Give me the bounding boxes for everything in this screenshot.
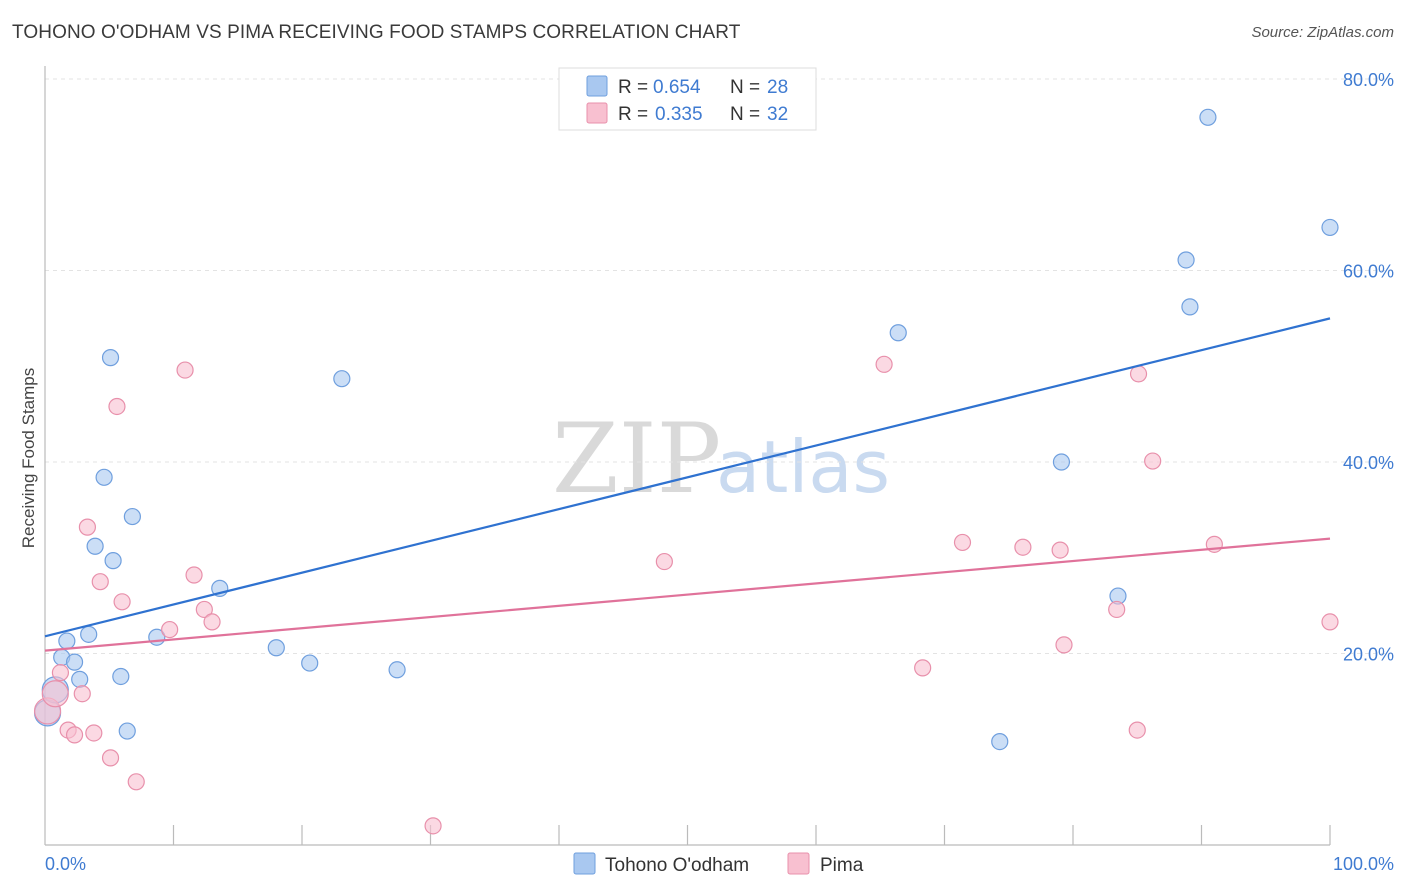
legend-label-pima: Pima <box>820 855 864 876</box>
legend-swatch-tohono <box>586 75 608 97</box>
point-tohono <box>1321 218 1339 237</box>
point-tohono <box>118 722 136 740</box>
watermark-atlas: atlas <box>716 425 890 509</box>
legend-n-label: N = <box>730 77 760 98</box>
legend-r-value: 0.654 <box>653 77 701 98</box>
point-pima <box>1128 721 1146 739</box>
legend-label-tohono: Tohono O'odham <box>605 855 749 876</box>
point-pima <box>41 680 69 708</box>
point-pima <box>875 355 893 373</box>
point-tohono <box>71 670 89 688</box>
y-tick-label: 40.0% <box>1343 453 1394 473</box>
point-pima <box>953 533 972 552</box>
point-pima <box>185 566 203 584</box>
point-pima <box>203 613 221 631</box>
point-pima <box>127 773 145 791</box>
point-tohono <box>123 507 141 526</box>
point-tohono <box>388 661 406 679</box>
source-credit: Source: ZipAtlas.com <box>1251 24 1394 41</box>
point-tohono <box>80 625 98 643</box>
point-tohono <box>301 654 319 672</box>
legend-swatch-pima <box>787 852 810 875</box>
legend-r-value: 0.335 <box>655 104 703 125</box>
point-tohono <box>65 653 84 671</box>
legend-swatch-pima <box>586 102 608 124</box>
point-tohono <box>267 639 285 657</box>
point-tohono <box>991 732 1009 751</box>
point-tohono <box>86 537 104 555</box>
point-pima <box>101 749 120 767</box>
point-tohono <box>104 552 122 570</box>
legend-r-label: R = <box>618 77 648 98</box>
y-axis-title: Receiving Food Stamps <box>19 368 38 548</box>
x-axis-ticks <box>172 825 1331 845</box>
point-tohono <box>889 324 907 342</box>
legend-swatch-tohono <box>573 852 596 875</box>
legend-n-value: 28 <box>767 77 788 98</box>
point-pima <box>51 664 70 682</box>
gridlines <box>45 78 1394 654</box>
point-tohono <box>58 632 76 650</box>
point-pima <box>161 620 179 639</box>
point-pima <box>424 817 442 835</box>
point-tohono <box>1199 108 1217 126</box>
point-pima <box>73 685 91 703</box>
legend-n-value: 32 <box>767 104 788 125</box>
trend-line-pima <box>44 537 1331 652</box>
point-pima <box>78 518 97 536</box>
point-tohono <box>95 468 113 486</box>
point-pima <box>113 593 131 611</box>
y-tick-labels: 20.0% 40.0% 60.0% 80.0% <box>1343 70 1394 665</box>
point-pima <box>1055 636 1073 654</box>
point-pima <box>195 600 213 619</box>
point-tohono <box>1181 298 1199 316</box>
point-pima <box>1321 613 1339 631</box>
x-tick-label-max: 100.0% <box>1333 854 1394 874</box>
stats-legend: R = 0.654 N = 28 R = 0.335 N = 32 <box>558 67 817 131</box>
point-pima <box>1144 452 1162 470</box>
point-pima <box>655 552 673 571</box>
point-pima <box>108 397 126 416</box>
point-pima <box>85 724 103 742</box>
point-pima <box>914 659 932 677</box>
legend-n-label: N = <box>730 104 760 125</box>
watermark-zip: ZIP <box>552 403 721 515</box>
y-tick-label: 20.0% <box>1343 645 1394 665</box>
point-tohono <box>101 349 120 367</box>
trend-lines <box>44 317 1331 652</box>
point-pima <box>1051 541 1069 559</box>
point-pima <box>176 361 194 379</box>
legend-r-label: R = <box>618 104 648 125</box>
point-pima <box>1108 600 1126 619</box>
series-legend: Tohono O'odham Pima <box>573 852 864 876</box>
x-tick-label-min: 0.0% <box>45 854 86 874</box>
point-pima <box>1014 538 1032 556</box>
point-tohono <box>112 667 130 686</box>
point-pima <box>91 573 109 591</box>
point-pima <box>1129 365 1148 383</box>
y-tick-label: 60.0% <box>1343 262 1394 282</box>
point-tohono <box>1177 251 1195 269</box>
point-pima <box>65 726 84 744</box>
chart-title: TOHONO O'ODHAM VS PIMA RECEIVING FOOD ST… <box>12 22 741 43</box>
data-points <box>33 108 1339 835</box>
y-tick-label: 80.0% <box>1343 70 1394 90</box>
point-tohono <box>333 370 351 388</box>
point-tohono <box>1052 453 1071 471</box>
trend-line-tohono <box>44 317 1331 638</box>
